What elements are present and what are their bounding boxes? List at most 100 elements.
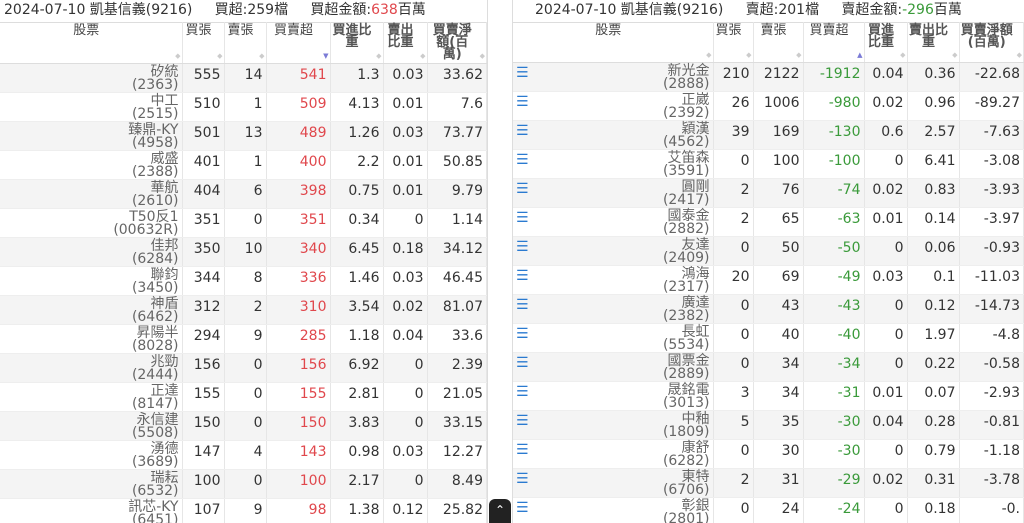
table-row[interactable]: ☰ 康舒 (6282) 0 30 -30 0 0.79 -1.18 xyxy=(513,439,1024,469)
stock-cell[interactable]: 昇陽半 (8028) xyxy=(0,324,183,354)
header-buy[interactable]: 買張 ◆ xyxy=(182,22,225,64)
table-row[interactable]: ☰ 圓剛 (2417) 2 76 -74 0.02 0.83 -3.93 xyxy=(513,178,1024,208)
list-icon[interactable]: ☰ xyxy=(516,413,529,429)
list-icon[interactable]: ☰ xyxy=(516,471,529,487)
header-amount[interactable]: 買賣淨額(百萬) ◆ xyxy=(959,22,1024,63)
list-icon[interactable]: ☰ xyxy=(516,384,529,400)
stock-cell[interactable]: ☰ 中釉 (1809) xyxy=(513,410,714,440)
table-row[interactable]: 矽統 (2363) 555 14 541 1.3 0.03 33.62 xyxy=(0,63,487,93)
header-sell-ratio[interactable]: 賣出比重 ◆ xyxy=(383,22,428,64)
list-icon[interactable]: ☰ xyxy=(516,94,529,110)
sort-icon[interactable]: ◆ xyxy=(706,51,712,59)
stock-cell[interactable]: 佳邦 (6284) xyxy=(0,237,183,267)
stock-name[interactable]: 永信建 xyxy=(136,412,179,428)
stock-cell[interactable]: ☰ 圓剛 (2417) xyxy=(513,178,714,208)
list-icon[interactable]: ☰ xyxy=(516,268,529,284)
stock-cell[interactable]: ☰ 鴻海 (2317) xyxy=(513,265,714,295)
list-icon[interactable]: ☰ xyxy=(516,355,529,371)
table-row[interactable]: 訊芯-KY (6451) 107 9 98 1.38 0.12 25.82 xyxy=(0,498,487,523)
header-sell-ratio[interactable]: 賣出比重 ◆ xyxy=(907,22,960,63)
sort-active-icon[interactable]: ▲ xyxy=(857,51,863,59)
header-sell[interactable]: 賣張 ◆ xyxy=(224,22,267,64)
sort-icon[interactable]: ◆ xyxy=(1016,51,1022,59)
stock-name[interactable]: 臻鼎-KY xyxy=(128,122,179,138)
table-row[interactable]: ☰ 穎漢 (4562) 39 169 -130 0.6 2.57 -7.63 xyxy=(513,120,1024,150)
stock-cell[interactable]: 臻鼎-KY (4958) xyxy=(0,121,183,151)
stock-name[interactable]: 彰銀 xyxy=(681,498,710,514)
stock-name[interactable]: 友達 xyxy=(681,237,710,253)
stock-cell[interactable]: 湧德 (3689) xyxy=(0,440,183,470)
stock-name[interactable]: 國票金 xyxy=(667,353,710,369)
list-icon[interactable]: ☰ xyxy=(516,239,529,255)
stock-cell[interactable]: 中工 (2515) xyxy=(0,92,183,122)
table-row[interactable]: 瑞耘 (6532) 100 0 100 2.17 0 8.49 xyxy=(0,469,487,499)
stock-cell[interactable]: 正達 (8147) xyxy=(0,382,183,412)
table-row[interactable]: 正達 (8147) 155 0 155 2.81 0 21.05 xyxy=(0,382,487,412)
stock-cell[interactable]: ☰ 廣達 (2382) xyxy=(513,294,714,324)
table-row[interactable]: 威盛 (2388) 401 1 400 2.2 0.01 50.85 xyxy=(0,150,487,180)
sort-icon[interactable]: ◆ xyxy=(479,52,485,60)
stock-name[interactable]: 圓剛 xyxy=(681,179,710,195)
table-row[interactable]: 聯鈞 (3450) 344 8 336 1.46 0.03 46.45 xyxy=(0,266,487,296)
table-row[interactable]: 中工 (2515) 510 1 509 4.13 0.01 7.6 xyxy=(0,92,487,122)
table-row[interactable]: ☰ 晟銘電 (3013) 3 34 -31 0.01 0.07 -2.93 xyxy=(513,381,1024,411)
sort-icon[interactable]: ◆ xyxy=(175,52,181,60)
header-buy-ratio[interactable]: 買進比重 ◆ xyxy=(864,22,908,63)
stock-cell[interactable]: ☰ 新光金 (2888) xyxy=(513,62,714,92)
header-net[interactable]: 買賣超 ▲ xyxy=(803,22,865,63)
table-row[interactable]: ☰ 國票金 (2889) 0 34 -34 0 0.22 -0.58 xyxy=(513,352,1024,382)
stock-cell[interactable]: 矽統 (2363) xyxy=(0,63,183,93)
stock-cell[interactable]: 訊芯-KY (6451) xyxy=(0,498,183,523)
sort-icon[interactable]: ◆ xyxy=(900,51,906,59)
stock-name[interactable]: 正崴 xyxy=(681,92,710,108)
stock-name[interactable]: 鴻海 xyxy=(681,266,710,282)
stock-name[interactable]: 中工 xyxy=(150,93,179,109)
stock-cell[interactable]: ☰ 穎漢 (4562) xyxy=(513,120,714,150)
list-icon[interactable]: ☰ xyxy=(516,297,529,313)
table-row[interactable]: ☰ 鴻海 (2317) 20 69 -49 0.03 0.1 -11.03 xyxy=(513,265,1024,295)
stock-cell[interactable]: ☰ 艾笛森 (3591) xyxy=(513,149,714,179)
stock-cell[interactable]: 瑞耘 (6532) xyxy=(0,469,183,499)
sort-icon[interactable]: ◆ xyxy=(952,51,958,59)
list-icon[interactable]: ☰ xyxy=(516,442,529,458)
stock-name[interactable]: 佳邦 xyxy=(150,238,179,254)
stock-name[interactable]: 東特 xyxy=(681,469,710,485)
stock-name[interactable]: 矽統 xyxy=(150,64,179,80)
stock-name[interactable]: 穎漢 xyxy=(681,121,710,137)
scroll-to-top-button[interactable]: ⌃ xyxy=(489,499,511,523)
stock-cell[interactable]: ☰ 友達 (2409) xyxy=(513,236,714,266)
stock-cell[interactable]: 兆勁 (2444) xyxy=(0,353,183,383)
stock-cell[interactable]: 永信建 (5508) xyxy=(0,411,183,441)
stock-name[interactable]: 正達 xyxy=(150,383,179,399)
header-net[interactable]: 買賣超 ▼ xyxy=(266,22,331,64)
list-icon[interactable]: ☰ xyxy=(516,210,529,226)
table-row[interactable]: ☰ 正崴 (2392) 26 1006 -980 0.02 0.96 -89.27 xyxy=(513,91,1024,121)
stock-name[interactable]: 華航 xyxy=(150,180,179,196)
stock-cell[interactable]: ☰ 彰銀 (2801) xyxy=(513,497,714,523)
stock-cell[interactable]: ☰ 東特 (6706) xyxy=(513,468,714,498)
sort-icon[interactable]: ◆ xyxy=(376,52,382,60)
stock-name[interactable]: 威盛 xyxy=(150,151,179,167)
stock-name[interactable]: 康舒 xyxy=(681,440,710,456)
table-row[interactable]: ☰ 東特 (6706) 2 31 -29 0.02 0.31 -3.78 xyxy=(513,468,1024,498)
stock-cell[interactable]: ☰ 國泰金 (2882) xyxy=(513,207,714,237)
table-row[interactable]: 佳邦 (6284) 350 10 340 6.45 0.18 34.12 xyxy=(0,237,487,267)
header-sell[interactable]: 賣張 ◆ xyxy=(753,22,804,63)
stock-name[interactable]: 長虹 xyxy=(681,324,710,340)
list-icon[interactable]: ☰ xyxy=(516,123,529,139)
stock-cell[interactable]: ☰ 長虹 (5534) xyxy=(513,323,714,353)
list-icon[interactable]: ☰ xyxy=(516,326,529,342)
stock-name[interactable]: 中釉 xyxy=(681,411,710,427)
stock-cell[interactable]: ☰ 晟銘電 (3013) xyxy=(513,381,714,411)
header-stock[interactable]: 股票 ◆ xyxy=(0,22,183,64)
stock-name[interactable]: 神盾 xyxy=(150,296,179,312)
table-row[interactable]: 臻鼎-KY (4958) 501 13 489 1.26 0.03 73.77 xyxy=(0,121,487,151)
table-row[interactable]: 永信建 (5508) 150 0 150 3.83 0 33.15 xyxy=(0,411,487,441)
stock-cell[interactable]: 華航 (2610) xyxy=(0,179,183,209)
stock-name[interactable]: 國泰金 xyxy=(667,208,710,224)
stock-cell[interactable]: ☰ 康舒 (6282) xyxy=(513,439,714,469)
stock-name[interactable]: 晟銘電 xyxy=(667,382,710,398)
header-amount[interactable]: 買賣淨額(百萬) ◆ xyxy=(427,22,487,64)
table-row[interactable]: ☰ 中釉 (1809) 5 35 -30 0.04 0.28 -0.81 xyxy=(513,410,1024,440)
table-row[interactable]: ☰ 友達 (2409) 0 50 -50 0 0.06 -0.93 xyxy=(513,236,1024,266)
